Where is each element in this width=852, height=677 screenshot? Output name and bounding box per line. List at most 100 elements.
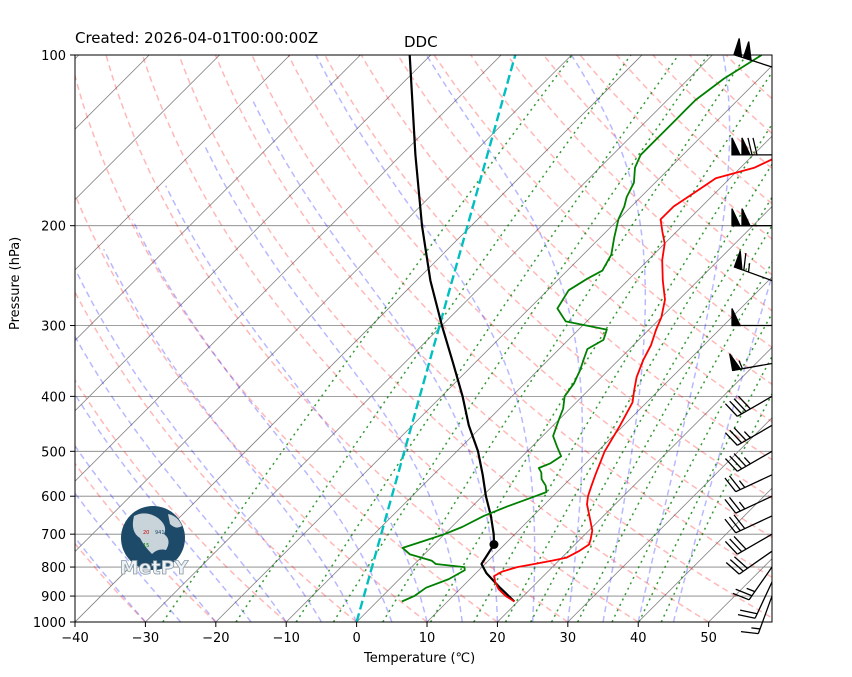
barb-pennant [731,208,742,227]
moist-adiabat [204,146,463,622]
dry-adiabat [725,55,772,100]
barb-pennant [742,41,752,62]
dry-adiabat [251,55,772,579]
dry-adiabat [178,55,709,622]
plot-area [75,55,852,622]
wind-barb-500 [724,450,773,472]
barb-full-feather [740,630,759,635]
x-tick-label: 30 [560,631,577,646]
barb-half-feather [751,627,761,630]
wind-barb-450 [724,424,773,446]
moist-adiabat [425,55,584,622]
barb-full-feather [733,398,747,412]
isotherm--20 [215,65,772,622]
barb-staff [735,474,773,493]
barb-full-feather [728,475,741,490]
wind-barb-550 [724,474,773,493]
x-tick-label: −40 [61,631,88,646]
dry-adiabat [214,55,772,619]
isotherm--50 [75,55,572,553]
barb-pennant [731,137,742,156]
wind-barb-105 [733,38,773,68]
barb-full-feather [752,137,758,155]
dry-adiabat [470,55,772,349]
y-tick-label: 700 [41,528,66,543]
dry-adiabat [652,55,772,170]
station-title: DDC [404,33,438,51]
moist-adiabat [315,55,536,622]
isotherm--80 [75,55,361,341]
barb-full-feather [724,403,738,417]
barb-full-feather [728,496,741,512]
x-axis: −40 −30 −20 −10 0 10 20 30 40 50 [61,622,717,646]
barb-full-feather [724,432,738,446]
lcl-marker [489,540,499,550]
barb-pennant [741,208,752,227]
barb-pennant [733,250,743,271]
barb-full-feather [729,538,743,553]
mixing-ratio-line [550,224,772,622]
barb-full-feather [724,477,737,493]
barb-full-feather [729,559,744,572]
y-tick-label: 100 [41,49,66,64]
y-tick-label: 300 [41,320,66,335]
isotherm-60 [779,55,852,622]
isotherm--60 [75,55,502,482]
isotherm-0 [356,206,772,622]
wind-barb-300 [731,308,772,327]
moist-adiabat [103,248,358,622]
mixing-ratio-line [429,71,772,622]
x-tick-label: −10 [272,631,299,646]
moist-adiabat [75,270,323,622]
dry-adiabat [141,55,639,622]
isotherm-10 [426,276,772,622]
temperature-line [493,158,772,603]
mixing-ratio-line [235,55,632,622]
y-tick-label: 500 [41,445,66,460]
logo-number-3: 15 [143,543,149,549]
wind-barb-350 [729,353,773,372]
x-tick-label: −30 [132,631,159,646]
mixing-ratio-line [504,162,772,622]
mixing-ratio-line [660,392,772,622]
barb-full-feather [724,498,737,514]
wind-barbs [724,38,773,635]
wind-barb-900 [740,595,773,635]
moist-adiabat [165,185,428,622]
moist-adiabat [75,335,287,622]
wind-barb-800 [732,566,773,601]
dry-adiabat [579,55,772,240]
moist-adiabat [251,99,499,622]
barb-staff [757,595,773,634]
y-axis-label: Pressure (hPa) [8,236,23,330]
x-tick-label: 20 [489,631,506,646]
barb-full-feather [728,516,741,532]
wind-barb-250 [733,250,773,282]
plot-frame [74,54,773,623]
x-tick-label: 10 [419,631,436,646]
parcel-profile-line [408,55,516,603]
mixing-ratio-line [638,355,772,622]
x-tick-label: 40 [630,631,647,646]
barb-full-feather [733,453,747,467]
mixing-ratio-line [382,55,748,622]
cape-guide-line [355,55,517,622]
barb-full-feather [739,609,758,615]
barb-staff [737,395,773,417]
dry-adiabat [616,55,772,205]
barb-half-feather [743,457,751,465]
x-tick-label: −20 [202,631,229,646]
wind-barb-700 [724,533,773,555]
logo-wordmark: MetPY [120,557,189,579]
barb-staff [737,533,773,555]
barb-half-feather [747,263,751,273]
barb-half-feather [738,480,746,488]
barb-staff [754,581,773,619]
isotherm-30 [567,417,772,622]
barb-full-feather [733,514,746,530]
x-tick-label: 0 [352,631,360,646]
isotherm-20 [497,346,772,622]
wind-barb-200 [731,208,772,227]
y-axis: 100 200 300 400 500 600 700 800 900 1000 [33,49,75,631]
barb-half-feather [738,360,744,369]
